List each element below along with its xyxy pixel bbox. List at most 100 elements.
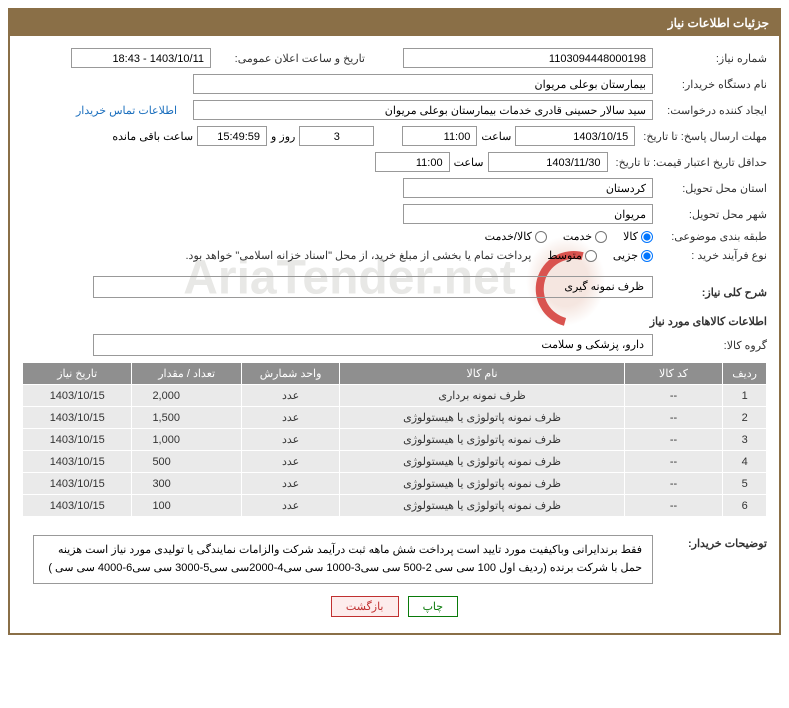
button-bar: چاپ بازگشت — [22, 596, 767, 617]
td-name: ظرف نمونه پاتولوژی یا هیستولوژی — [340, 407, 624, 429]
cat-both-radio[interactable] — [535, 231, 547, 243]
buyer-notes-field: فقط برندایرانی وباکیفیت مورد تایید است پ… — [33, 535, 653, 584]
cat-both-item[interactable]: کالا/خدمت — [485, 230, 547, 243]
td-code: -- — [624, 473, 722, 495]
td-qty: 500 — [132, 451, 241, 473]
td-idx: 2 — [723, 407, 767, 429]
td-code: -- — [624, 407, 722, 429]
proc-partial-label: جزیی — [613, 249, 638, 262]
main-panel: جزئیات اطلاعات نیاز AriaTender.net شماره… — [8, 8, 781, 635]
requester-label: ایجاد کننده درخواست: — [657, 104, 767, 117]
cat-goods-item[interactable]: کالا — [623, 230, 653, 243]
org-label: نام دستگاه خریدار: — [657, 78, 767, 91]
td-unit: عدد — [241, 495, 339, 517]
td-idx: 1 — [723, 385, 767, 407]
td-idx: 3 — [723, 429, 767, 451]
table-row: 2 -- ظرف نمونه پاتولوژی یا هیستولوژی عدد… — [23, 407, 767, 429]
td-qty: 100 — [132, 495, 241, 517]
table-row: 4 -- ظرف نمونه پاتولوژی یا هیستولوژی عدد… — [23, 451, 767, 473]
items-table: ردیف کد کالا نام کالا واحد شمارش تعداد /… — [22, 362, 767, 517]
process-radio-group: جزیی متوسط — [547, 249, 653, 262]
table-row: 6 -- ظرف نمونه پاتولوژی یا هیستولوژی عدد… — [23, 495, 767, 517]
td-code: -- — [624, 385, 722, 407]
td-name: ظرف نمونه پاتولوژی یا هیستولوژی — [340, 495, 624, 517]
td-unit: عدد — [241, 473, 339, 495]
proc-medium-item[interactable]: متوسط — [547, 249, 597, 262]
items-header: اطلاعات کالاهای مورد نیاز — [22, 315, 767, 328]
td-unit: عدد — [241, 385, 339, 407]
form-section: شماره نیاز: 1103094448000198 تاریخ و ساع… — [22, 48, 767, 617]
td-idx: 4 — [723, 451, 767, 473]
validity-time-field: 11:00 — [375, 152, 450, 172]
th-code: کد کالا — [624, 363, 722, 385]
cat-service-radio[interactable] — [595, 231, 607, 243]
city-field: مریوان — [403, 204, 653, 224]
buyer-contact-link[interactable]: اطلاعات تماس خریدار — [76, 104, 177, 117]
proc-partial-radio[interactable] — [641, 250, 653, 262]
items-header-row: ردیف کد کالا نام کالا واحد شمارش تعداد /… — [23, 363, 767, 385]
td-name: ظرف نمونه برداری — [340, 385, 624, 407]
print-button[interactable]: چاپ — [408, 596, 459, 617]
days-remaining-field: 3 — [299, 126, 374, 146]
validity-label: حداقل تاریخ اعتبار قیمت: تا تاریخ: — [612, 156, 767, 169]
th-qty: تعداد / مقدار — [132, 363, 241, 385]
group-field: دارو، پزشکی و سلامت — [93, 334, 653, 356]
deadline-date-field: 1403/10/15 — [515, 126, 635, 146]
td-unit: عدد — [241, 451, 339, 473]
remaining-suffix: ساعت باقی مانده — [112, 130, 193, 143]
days-suffix: روز و — [271, 130, 295, 143]
td-date: 1403/10/15 — [23, 385, 132, 407]
time-label-2: ساعت — [454, 156, 484, 169]
process-note: پرداخت تمام یا بخشی از مبلغ خرید، از محل… — [186, 249, 532, 262]
td-code: -- — [624, 495, 722, 517]
need-no-field: 1103094448000198 — [403, 48, 653, 68]
panel-content: AriaTender.net شماره نیاز: 1103094448000… — [10, 36, 779, 633]
td-date: 1403/10/15 — [23, 429, 132, 451]
proc-partial-item[interactable]: جزیی — [613, 249, 653, 262]
th-name: نام کالا — [340, 363, 624, 385]
group-label: گروه کالا: — [657, 339, 767, 352]
requester-field: سید سالار حسینی قادری خدمات بیمارستان بو… — [193, 100, 653, 120]
need-no-label: شماره نیاز: — [657, 52, 767, 65]
td-unit: عدد — [241, 429, 339, 451]
time-label-1: ساعت — [481, 130, 511, 143]
td-idx: 5 — [723, 473, 767, 495]
td-date: 1403/10/15 — [23, 451, 132, 473]
td-idx: 6 — [723, 495, 767, 517]
td-name: ظرف نمونه پاتولوژی یا هیستولوژی — [340, 473, 624, 495]
proc-medium-label: متوسط — [547, 249, 582, 262]
td-unit: عدد — [241, 407, 339, 429]
org-field: بیمارستان بوعلی مریوان — [193, 74, 653, 94]
td-qty: 300 — [132, 473, 241, 495]
announce-dt-field: 1403/10/11 - 18:43 — [71, 48, 211, 68]
category-label: طبقه بندی موضوعی: — [657, 230, 767, 243]
table-row: 5 -- ظرف نمونه پاتولوژی یا هیستولوژی عدد… — [23, 473, 767, 495]
province-field: کردستان — [403, 178, 653, 198]
deadline-time-field: 11:00 — [402, 126, 477, 146]
cat-service-label: خدمت — [563, 230, 592, 243]
back-button[interactable]: بازگشت — [331, 596, 399, 617]
items-tbody: 1 -- ظرف نمونه برداری عدد 2,000 1403/10/… — [23, 385, 767, 517]
buyer-notes-label: توضیحات خریدار: — [657, 537, 767, 550]
td-qty: 1,500 — [132, 407, 241, 429]
td-code: -- — [624, 429, 722, 451]
panel-title: جزئیات اطلاعات نیاز — [668, 16, 769, 30]
td-name: ظرف نمونه پاتولوژی یا هیستولوژی — [340, 451, 624, 473]
deadline-label: مهلت ارسال پاسخ: تا تاریخ: — [639, 130, 767, 143]
td-code: -- — [624, 451, 722, 473]
summary-label: شرح کلی نیاز: — [657, 286, 767, 299]
proc-medium-radio[interactable] — [585, 250, 597, 262]
td-date: 1403/10/15 — [23, 495, 132, 517]
panel-header: جزئیات اطلاعات نیاز — [10, 10, 779, 36]
cat-goods-label: کالا — [623, 230, 638, 243]
table-row: 1 -- ظرف نمونه برداری عدد 2,000 1403/10/… — [23, 385, 767, 407]
cat-service-item[interactable]: خدمت — [563, 230, 607, 243]
cat-goods-radio[interactable] — [641, 231, 653, 243]
td-qty: 1,000 — [132, 429, 241, 451]
table-row: 3 -- ظرف نمونه پاتولوژی یا هیستولوژی عدد… — [23, 429, 767, 451]
th-idx: ردیف — [723, 363, 767, 385]
announce-dt-label: تاریخ و ساعت اعلان عمومی: — [215, 52, 365, 65]
td-date: 1403/10/15 — [23, 407, 132, 429]
td-qty: 2,000 — [132, 385, 241, 407]
td-name: ظرف نمونه پاتولوژی یا هیستولوژی — [340, 429, 624, 451]
